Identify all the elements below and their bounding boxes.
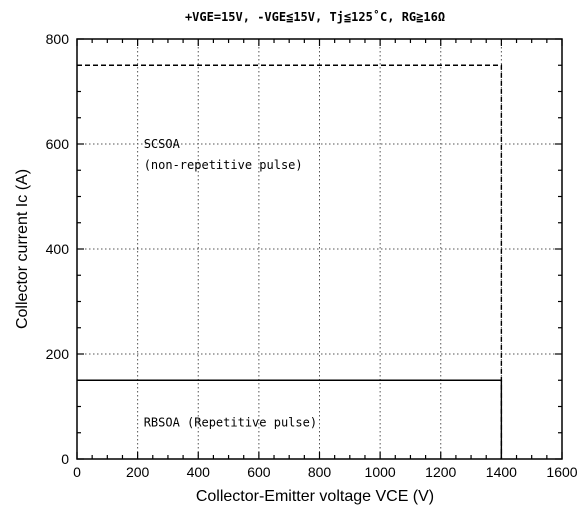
tick-labels: 0 200 400 600 800 1000 1200 1400 1600 0 200 400 600 8…	[46, 31, 578, 480]
annotations: SCSOA (non-repetitive pulse) RBSOA (Repeti…	[144, 137, 317, 429]
chart-title: +VGE=15V, -VGE≦15V, Tj≦125˚C, RG≧16Ω	[185, 9, 445, 24]
annotation-label: (non-repetitive pulse)	[144, 158, 303, 172]
x-tick-label: 600	[247, 464, 271, 480]
y-tick-label: 0	[61, 451, 69, 467]
x-tick-label: 1000	[365, 464, 396, 480]
x-tick-label: 0	[73, 464, 81, 480]
x-tick-label: 1200	[425, 464, 456, 480]
y-tick-label: 600	[46, 136, 70, 152]
y-axis-label: Collector current Ic (A)	[14, 169, 31, 329]
y-tick-label: 800	[46, 31, 70, 47]
x-tick-label: 1600	[546, 464, 577, 480]
y-tick-label: 400	[46, 241, 70, 257]
y-tick-label: 200	[46, 346, 70, 362]
x-tick-label: 400	[187, 464, 211, 480]
x-tick-label: 800	[308, 464, 332, 480]
x-tick-label: 1400	[486, 464, 517, 480]
x-axis-label: Collector-Emitter voltage VCE (V)	[196, 488, 434, 505]
grid-lines	[77, 39, 562, 459]
x-tick-label: 200	[126, 464, 150, 480]
annotation-label: RBSOA (Repetitive pulse)	[144, 415, 317, 429]
series-lines	[77, 64, 503, 459]
scsoa-boundary-line	[77, 64, 503, 459]
annotation-label: SCSOA	[144, 137, 181, 151]
